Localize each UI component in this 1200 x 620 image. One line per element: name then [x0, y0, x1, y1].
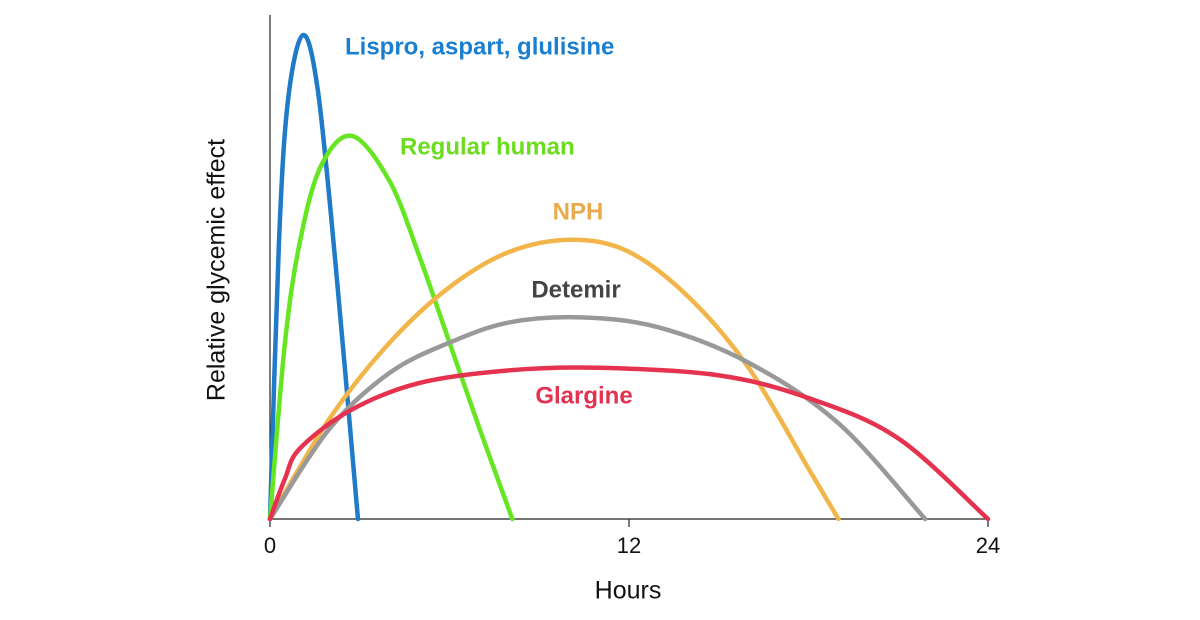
x-tick-label: 12	[617, 533, 641, 558]
y-axis-title: Relative glycemic effect	[203, 139, 231, 401]
series-line	[267, 237, 841, 522]
x-tick-label: 0	[264, 533, 276, 558]
series-line	[267, 133, 515, 522]
series-label: Lispro, aspart, glulisine	[345, 33, 614, 60]
x-tick-label: 24	[976, 533, 1000, 558]
x-axis-title: Hours	[595, 577, 662, 605]
series-line	[267, 314, 928, 522]
series-line	[267, 32, 361, 522]
series-label: Regular human	[400, 133, 575, 160]
series-label: Glargine	[535, 382, 632, 409]
series-line	[267, 365, 991, 522]
series-label: Detemir	[531, 276, 620, 303]
series-label: NPH	[553, 198, 604, 225]
